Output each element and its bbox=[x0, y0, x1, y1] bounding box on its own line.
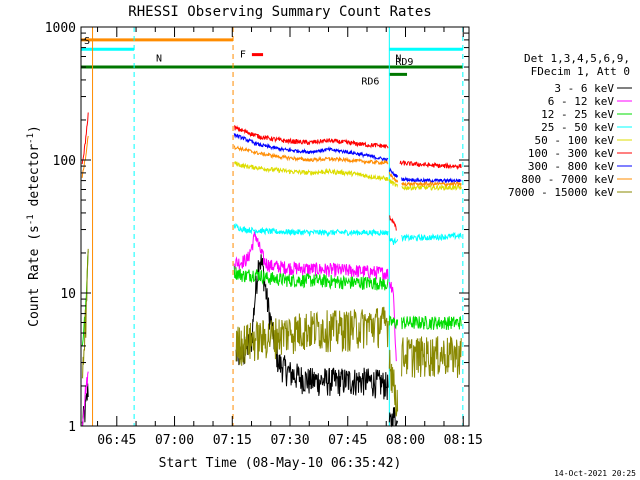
footer-timestamp: 14-Oct-2021 20:25 bbox=[554, 469, 636, 478]
x-tick-label: 08:00 bbox=[386, 433, 425, 448]
series-line-800-7000-kev bbox=[401, 180, 462, 188]
series-line-6-12-kev bbox=[233, 231, 389, 281]
series-line-100-300-kev bbox=[81, 112, 89, 165]
x-axis: 06:45 07:00 07:15 07:30 07:45 08:00 08:15 bbox=[97, 27, 483, 448]
series-line-6-12-kev bbox=[81, 371, 89, 427]
legend-label-25-50-kev: 25 - 50 keV bbox=[541, 121, 614, 134]
chart-title: RHESSI Observing Summary Count Rates bbox=[128, 4, 431, 20]
series-line-100-300-kev bbox=[399, 160, 462, 171]
y-tick-label: 100 bbox=[53, 154, 76, 169]
series-line-7000-15000-kev bbox=[401, 336, 462, 378]
x-tick-label: 07:00 bbox=[155, 433, 194, 448]
flag-label-s: S bbox=[84, 36, 90, 47]
legend-label-6-12-kev: 6 - 12 keV bbox=[548, 95, 615, 108]
flag-label-f: F bbox=[240, 50, 246, 61]
legend-label-50-100-kev: 50 - 100 keV bbox=[535, 134, 615, 147]
legend-label-100-300-kev: 100 - 300 keV bbox=[528, 147, 614, 160]
series-line-25-50-kev bbox=[401, 231, 462, 243]
series-line-50-100-kev bbox=[388, 178, 399, 188]
flag-label-n: N bbox=[156, 53, 162, 64]
y-axis-label: Count Rate (s-1 detector-1) bbox=[26, 125, 42, 327]
flag-label-n: N bbox=[395, 53, 401, 64]
x-tick-label: 07:30 bbox=[270, 433, 309, 448]
series-line-25-50-kev bbox=[388, 235, 399, 245]
series-line-800-7000-kev bbox=[388, 171, 399, 183]
flag-label-rd6: RD6 bbox=[361, 76, 379, 87]
x-tick-label: 08:15 bbox=[444, 433, 483, 448]
series-line-50-100-kev bbox=[401, 184, 462, 191]
count-rate-series bbox=[81, 112, 462, 428]
series-line-12-25-kev bbox=[401, 315, 462, 330]
series-line-25-50-kev bbox=[233, 222, 389, 238]
legend-header-line: Det 1,3,4,5,6,9, bbox=[524, 52, 630, 65]
series-line-300-800-kev bbox=[233, 133, 389, 163]
series-line-7000-15000-kev bbox=[81, 248, 89, 379]
plot-frame bbox=[80, 26, 470, 427]
y-tick-label: 1 bbox=[68, 420, 76, 435]
series-line-300-800-kev bbox=[388, 167, 399, 178]
y-tick-label: 1000 bbox=[45, 21, 76, 36]
flag-label-rd9: RD9 bbox=[395, 57, 413, 68]
series-line-6-12-kev bbox=[388, 281, 397, 362]
series-line-100-300-kev bbox=[388, 215, 397, 231]
series-line-100-300-kev bbox=[233, 124, 389, 149]
series-line-300-800-kev bbox=[401, 176, 462, 184]
y-axis: 1 10 100 1000 bbox=[45, 21, 469, 435]
legend-header-line: FDecim 1, Att 0 bbox=[531, 65, 630, 78]
series-line-3-6-kev bbox=[235, 254, 389, 401]
legend-label-7000-15000-kev: 7000 - 15000 keV bbox=[508, 186, 614, 199]
legend-label-3-6-kev: 3 - 6 keV bbox=[554, 82, 614, 95]
legend-label-300-800-kev: 300 - 800 keV bbox=[528, 160, 614, 173]
series-line-12-25-kev bbox=[233, 265, 389, 291]
y-tick-label: 10 bbox=[60, 287, 76, 302]
legend-label-800-7000-kev: 800 - 7000 keV bbox=[521, 173, 614, 186]
legend-label-12-25-kev: 12 - 25 keV bbox=[541, 108, 614, 121]
x-tick-label: 06:45 bbox=[97, 433, 136, 448]
series-line-7000-15000-kev bbox=[388, 349, 399, 417]
series-line-50-100-kev bbox=[234, 161, 389, 182]
series-line-12-25-kev bbox=[388, 315, 399, 330]
x-tick-label: 07:45 bbox=[328, 433, 367, 448]
observing-flags: S N N F RD6 RD9 bbox=[81, 36, 463, 87]
legend: Det 1,3,4,5,6,9,FDecim 1, Att 0 3 - 6 keV… bbox=[508, 52, 632, 199]
series-line-800-7000-kev bbox=[233, 145, 389, 166]
x-axis-label: Start Time (08-May-10 06:35:42) bbox=[159, 456, 402, 471]
series-line-7000-15000-kev bbox=[235, 306, 389, 366]
x-tick-label: 07:15 bbox=[213, 433, 252, 448]
